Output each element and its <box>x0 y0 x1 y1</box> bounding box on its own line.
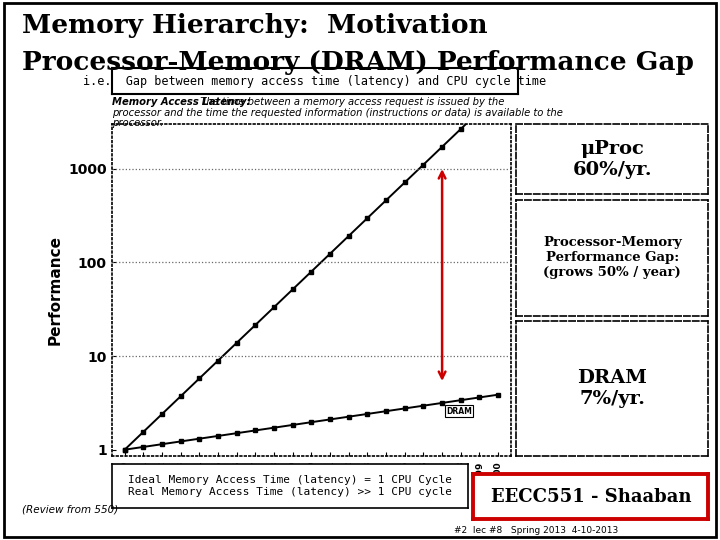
Text: μProc
60%/yr.: μProc 60%/yr. <box>572 140 652 179</box>
Text: Ideal Memory Access Time (latency) = 1 CPU Cycle
Real Memory Access Time (latenc: Ideal Memory Access Time (latency) = 1 C… <box>127 475 452 497</box>
Text: CPU: CPU <box>0 539 1 540</box>
Text: Processor-Memory
Performance Gap:
(grows 50% / year): Processor-Memory Performance Gap: (grows… <box>543 237 682 279</box>
Text: Processor-Memory (DRAM) Performance Gap: Processor-Memory (DRAM) Performance Gap <box>22 50 693 75</box>
Text: The time between a memory access request is issued by the: The time between a memory access request… <box>194 97 505 107</box>
Y-axis label: Performance: Performance <box>48 235 63 345</box>
Text: #2  lec #8   Spring 2013  4-10-2013: #2 lec #8 Spring 2013 4-10-2013 <box>454 525 618 535</box>
Text: processor and the time the requested information (instructions or data) is avail: processor and the time the requested inf… <box>112 108 562 118</box>
Text: Memory Hierarchy:  Motivation: Memory Hierarchy: Motivation <box>22 14 487 38</box>
Text: EECC551 - Shaaban: EECC551 - Shaaban <box>490 488 691 505</box>
Text: DRAM
7%/yr.: DRAM 7%/yr. <box>577 369 647 408</box>
Text: processor.: processor. <box>112 118 163 128</box>
Text: Memory Access Latency:: Memory Access Latency: <box>112 97 250 107</box>
Text: i.e.  Gap between memory access time (latency) and CPU cycle time: i.e. Gap between memory access time (lat… <box>84 75 546 87</box>
Text: (Review from 550): (Review from 550) <box>22 504 118 514</box>
Text: DRAM: DRAM <box>446 407 472 416</box>
